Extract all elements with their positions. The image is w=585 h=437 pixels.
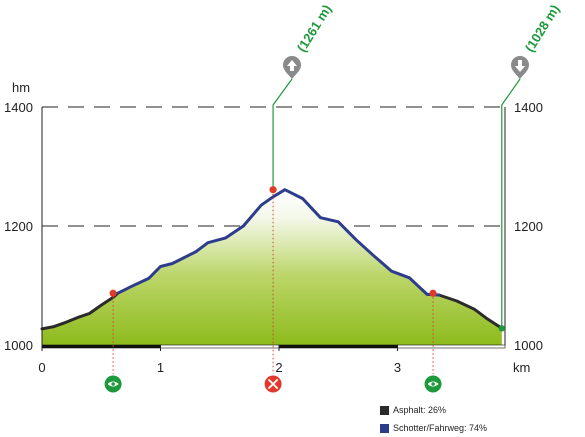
legend-item-asphalt: Asphalt: 26% — [380, 405, 446, 415]
arrow-down-icon — [511, 56, 529, 79]
poi-point-0 — [109, 289, 117, 297]
eye-icon — [424, 375, 442, 393]
series-line-0 — [40, 291, 120, 331]
eye-icon — [104, 375, 122, 393]
y-tick-label-left-1000: 1000 — [4, 338, 33, 353]
restaurant-icon — [264, 375, 282, 393]
x-axis-label: km — [513, 360, 530, 375]
endpoint-pointer — [501, 78, 521, 329]
endpoint-elevation-label: (1028 m) — [522, 2, 563, 55]
poi-point-1 — [269, 186, 277, 194]
highest-point-elevation-label: (1261 m) — [294, 2, 335, 55]
knife-1 — [268, 379, 278, 389]
x-axis-segment-0 — [41, 344, 161, 349]
legend-swatch-asphalt — [380, 405, 389, 415]
eye-pupil-0 — [111, 382, 115, 386]
x-axis-segment-3 — [397, 344, 506, 349]
y-tick-label-right-1000: 1000 — [514, 338, 543, 353]
highest-point-arrow — [287, 60, 297, 71]
y-tick-label-right-1400: 1400 — [514, 100, 543, 115]
x-tick-label-3: 3 — [394, 360, 401, 375]
x-tick-label-0: 0 — [38, 360, 45, 375]
poi-point-2 — [429, 289, 437, 297]
legend-swatch-schotter — [380, 423, 389, 433]
x-tick-label-1: 1 — [157, 360, 164, 375]
series-line-1 — [437, 293, 504, 330]
x-axis-segment-2 — [278, 344, 398, 349]
legend-label-schotter: Schotter/Fahrweg: 74% — [393, 423, 488, 433]
highest-point-pointer — [272, 78, 293, 190]
y-tick-label-left-1200: 1200 — [4, 219, 33, 234]
x-tick-label-2: 2 — [275, 360, 282, 375]
endpoint-point — [498, 325, 505, 332]
y-tick-label-right-1200: 1200 — [514, 219, 543, 234]
legend-item-schotter: Schotter/Fahrweg: 74% — [380, 423, 487, 433]
series-line-2 — [116, 188, 441, 297]
y-axis-label: hm — [12, 80, 30, 95]
arrow-up-icon — [283, 56, 301, 79]
legend-label-asphalt: Asphalt: 26% — [393, 405, 447, 415]
endpoint-arrow — [515, 60, 525, 72]
eye-pupil-2 — [431, 382, 435, 386]
y-tick-label-left-1400: 1400 — [4, 100, 33, 115]
x-axis-segment-1 — [160, 344, 280, 349]
profile-area — [42, 189, 502, 345]
